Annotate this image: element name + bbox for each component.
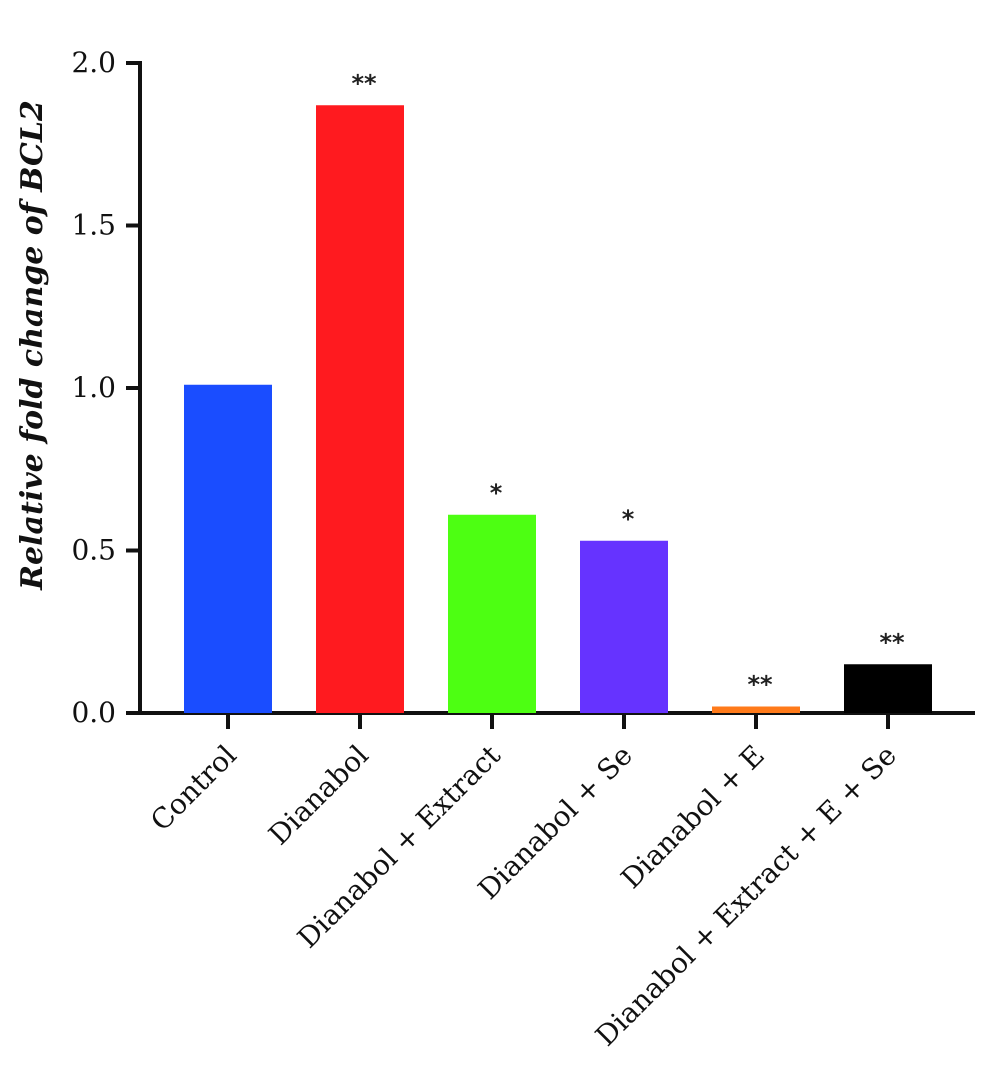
significance-label: ** <box>747 671 773 699</box>
significance-label: * <box>490 479 503 507</box>
significance-label: * <box>622 505 635 533</box>
y-tick-label: 1.0 <box>71 371 116 404</box>
bars <box>184 105 932 713</box>
x-axis <box>138 711 975 729</box>
significance-label: ** <box>351 69 377 97</box>
bar <box>448 514 536 713</box>
y-axis: 0.0 0.5 1.0 1.5 2.0 <box>71 46 142 729</box>
y-tick-label: 0.0 <box>71 696 116 729</box>
bar <box>712 706 800 713</box>
y-tick-label: 1.5 <box>71 209 116 242</box>
y-tick-label: 2.0 <box>71 46 116 79</box>
category-label: Dianabol <box>262 739 375 852</box>
y-axis-label: Relative fold change of BCL2 <box>15 100 50 591</box>
significance-label: ** <box>879 628 905 656</box>
significance-markers: ******** <box>351 69 905 698</box>
y-tick-label: 0.5 <box>71 534 116 567</box>
bar <box>844 664 932 713</box>
bar <box>316 105 404 713</box>
category-label: Control <box>144 739 243 838</box>
bar <box>184 384 272 713</box>
bar <box>580 540 668 713</box>
